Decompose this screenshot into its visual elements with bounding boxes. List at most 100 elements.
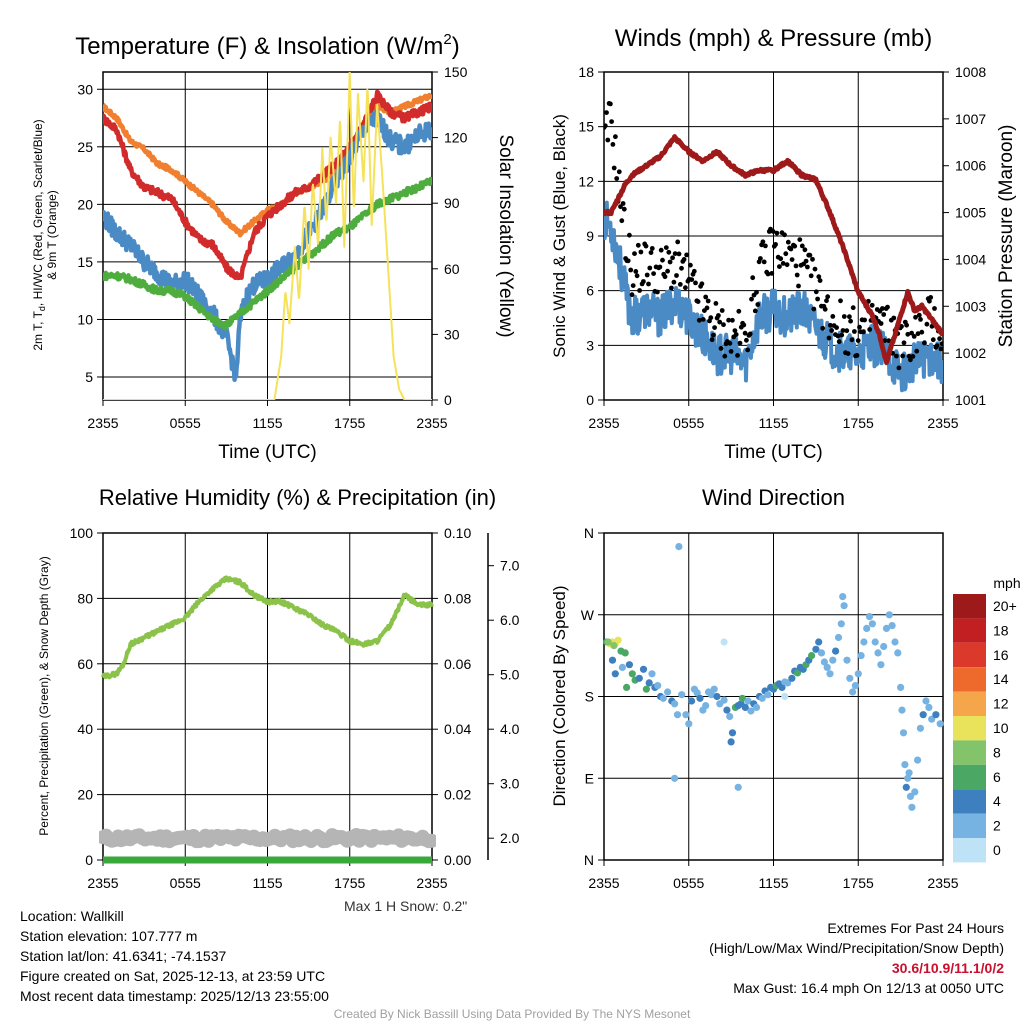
gust-point xyxy=(783,251,789,257)
direction-point xyxy=(671,774,679,782)
colorbar-swatch xyxy=(953,594,986,619)
direction-point xyxy=(604,638,612,646)
y-label-part: , HI/WC (Red, Green, Scarlet/Blue) xyxy=(31,119,45,306)
direction-point xyxy=(837,620,845,628)
gust-point xyxy=(810,256,815,262)
series-line xyxy=(103,176,432,331)
y2-axis-label: Station Pressure (Maroon) xyxy=(996,125,1017,348)
gust-point xyxy=(741,322,747,328)
gust-point xyxy=(675,239,681,245)
latlon-text: Station lat/lon: 41.6341; -74.1537 xyxy=(20,948,227,964)
direction-point xyxy=(685,720,693,728)
gust-point xyxy=(773,242,778,247)
direction-point xyxy=(635,674,643,682)
pressure-axis-tick-label: 1003 xyxy=(955,298,986,314)
y-tick-label: 30 xyxy=(77,81,93,97)
pressure-axis-tick-label: 1006 xyxy=(955,158,986,174)
colorbar-swatch xyxy=(953,716,986,741)
colorbar-swatch xyxy=(953,691,986,716)
gust-point xyxy=(742,330,748,336)
direction-point xyxy=(723,706,731,714)
direction-point xyxy=(696,694,704,702)
direction-point xyxy=(628,670,636,678)
gust-point xyxy=(785,239,791,245)
direction-point xyxy=(720,638,728,646)
direction-point xyxy=(734,783,742,791)
gust-point xyxy=(836,339,842,345)
gust-point xyxy=(713,301,719,306)
chart-title: Wind Direction xyxy=(702,485,845,510)
x-tick-label: 1155 xyxy=(252,415,282,431)
y-label-subscript: d xyxy=(37,306,47,311)
direction-point xyxy=(693,689,701,697)
insolation-axis-tick-label: 30 xyxy=(444,326,460,342)
gust-point xyxy=(635,242,641,248)
gust-point xyxy=(848,318,853,324)
direction-point xyxy=(880,642,888,651)
gust-point xyxy=(611,165,617,171)
y2-axis-label: Solar Insolation (Yellow) xyxy=(495,134,516,337)
direction-point xyxy=(846,674,854,682)
y-tick-label: 100 xyxy=(70,525,94,541)
gust-point xyxy=(655,289,660,295)
gust-point xyxy=(681,257,687,262)
gust-point xyxy=(792,243,798,249)
gust-point xyxy=(693,280,698,286)
gust-point xyxy=(671,279,677,285)
direction-point xyxy=(678,691,686,699)
gust-point xyxy=(666,249,672,255)
direction-point xyxy=(840,602,848,610)
direction-point xyxy=(614,636,622,644)
gust-point xyxy=(700,317,706,322)
gust-point xyxy=(662,274,668,280)
y-tick-label: 80 xyxy=(77,590,93,606)
snow-axis-tick-label: 7.0 xyxy=(500,558,520,574)
x-tick-label: 2355 xyxy=(927,415,958,431)
gust-point xyxy=(788,246,794,252)
gust-point xyxy=(928,295,934,300)
gust-point xyxy=(849,337,855,343)
gust-point xyxy=(755,302,761,307)
x-tick-label: 2355 xyxy=(87,875,118,891)
direction-point xyxy=(906,792,915,801)
gust-point xyxy=(605,137,611,143)
precip-axis-tick-label: 0.10 xyxy=(444,525,471,541)
gust-point xyxy=(939,341,943,347)
precip-axis-tick-label: 0.08 xyxy=(444,590,471,606)
precip-axis-tick-label: 0.06 xyxy=(444,656,471,672)
y-axis-label: 2m T, Td, HI/WC (Red, Green, Scarlet/Blu… xyxy=(31,119,59,350)
y-tick-label: 40 xyxy=(77,721,93,737)
max-snow-annotation: Max 1 H Snow: 0.2" xyxy=(344,898,468,914)
snow-axis-tick-label: 6.0 xyxy=(500,612,520,628)
gust-point xyxy=(704,305,710,311)
x-tick-label: 1755 xyxy=(334,875,365,891)
wind-direction-chart: 2355 0555 1155 1755 2355 N E S W N Wind Direction D… xyxy=(550,485,1021,891)
gust-point xyxy=(717,319,723,325)
snow-point xyxy=(424,833,436,848)
gust-point xyxy=(708,315,714,321)
direction-point xyxy=(713,692,721,701)
gust-point xyxy=(882,338,888,343)
direction-point xyxy=(611,670,619,678)
gust-point xyxy=(774,230,780,236)
colorbar-label: 18 xyxy=(993,622,1009,638)
max-gust-text: Max Gust: 16.4 mph On 12/13 at 0050 UTC xyxy=(733,980,1004,996)
colorbar-label: 14 xyxy=(993,671,1009,687)
gust-point xyxy=(797,237,803,243)
x-axis-label: Time (UTC) xyxy=(218,442,317,463)
gust-point xyxy=(822,306,828,312)
pressure-axis-tick-label: 1004 xyxy=(955,251,986,267)
insolation-axis-tick-label: 0 xyxy=(444,392,452,408)
gust-point xyxy=(728,349,734,354)
y-tick-label: 18 xyxy=(578,64,594,80)
extremes-panel: Extremes For Past 24 Hours (High/Low/Max… xyxy=(709,918,1004,998)
colorbar-swatch xyxy=(953,838,986,863)
gust-point xyxy=(761,259,767,265)
gust-point xyxy=(758,256,763,261)
x-tick-label: 2355 xyxy=(416,415,447,431)
direction-point xyxy=(747,707,755,715)
pressure-axis-tick-label: 1002 xyxy=(955,345,986,361)
station-info: Location: Wallkill Station elevation: 10… xyxy=(20,906,329,1006)
gust-point xyxy=(857,324,862,330)
colorbar-swatch xyxy=(953,618,986,643)
